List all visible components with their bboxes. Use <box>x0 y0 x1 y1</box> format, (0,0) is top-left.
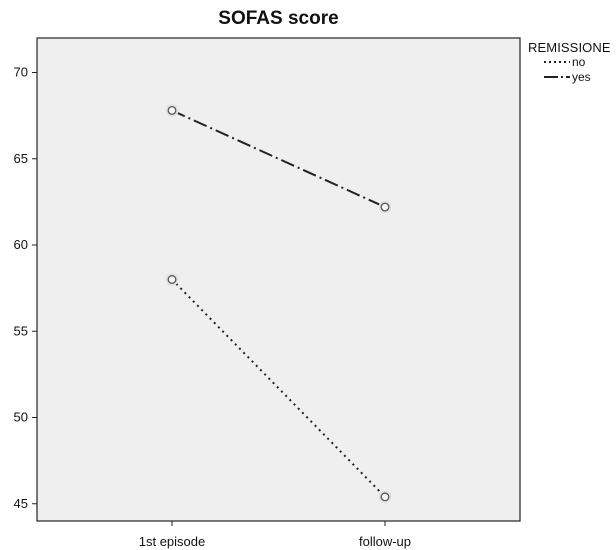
plot-area <box>36 37 521 522</box>
legend-swatch-dotted <box>544 61 570 63</box>
chart-title: SOFAS score <box>218 8 339 29</box>
series-line-no <box>171 278 386 498</box>
y-tick-label-45: 45 <box>14 496 28 511</box>
legend: REMISSIONE no yes <box>528 40 616 85</box>
y-tick-label-50: 50 <box>14 410 28 425</box>
legend-title: REMISSIONE <box>528 40 611 55</box>
x-tick-label-1: follow-up <box>359 534 411 549</box>
point-no-1 <box>380 492 390 502</box>
legend-label-no: no <box>572 55 586 69</box>
point-yes-0 <box>167 105 177 115</box>
x-tick-label-0: 1st episode <box>139 534 206 549</box>
point-yes-1 <box>380 202 390 212</box>
y-tick-label-65: 65 <box>14 151 28 166</box>
y-tick-label-70: 70 <box>14 65 28 80</box>
y-tick-label-60: 60 <box>14 237 28 252</box>
legend-item-no: no <box>528 55 616 70</box>
point-no-0 <box>167 275 177 284</box>
legend-label-yes: yes <box>572 70 591 84</box>
legend-item-yes: yes <box>528 70 616 85</box>
series-line-yes <box>171 109 386 208</box>
legend-swatch-dashdot <box>544 76 570 78</box>
y-tick-label-55: 55 <box>14 323 28 338</box>
